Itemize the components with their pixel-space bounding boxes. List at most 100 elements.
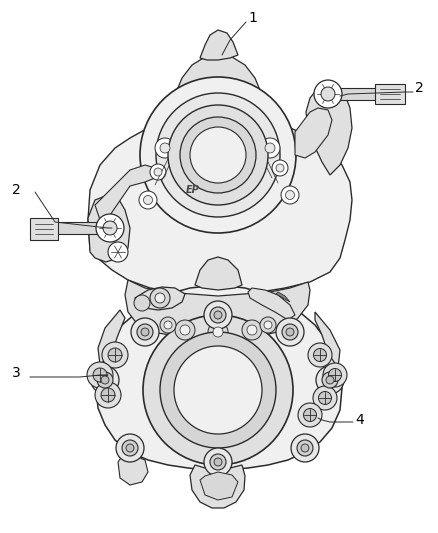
- Circle shape: [150, 288, 170, 308]
- Polygon shape: [88, 115, 352, 296]
- Circle shape: [175, 320, 195, 340]
- Circle shape: [264, 321, 272, 329]
- Circle shape: [144, 196, 152, 205]
- Circle shape: [160, 317, 176, 333]
- Circle shape: [180, 117, 256, 193]
- Circle shape: [164, 321, 172, 329]
- Circle shape: [304, 408, 317, 422]
- Circle shape: [214, 311, 222, 319]
- Circle shape: [326, 376, 334, 384]
- Circle shape: [291, 434, 319, 462]
- Circle shape: [140, 77, 296, 233]
- Polygon shape: [170, 55, 268, 118]
- Circle shape: [260, 317, 276, 333]
- Polygon shape: [135, 287, 185, 310]
- Text: 1: 1: [248, 11, 257, 25]
- Text: EP: EP: [186, 185, 200, 195]
- Circle shape: [143, 315, 293, 465]
- Circle shape: [160, 143, 170, 153]
- Circle shape: [168, 105, 268, 205]
- Polygon shape: [190, 465, 245, 508]
- Circle shape: [156, 93, 280, 217]
- Polygon shape: [295, 108, 332, 158]
- Circle shape: [322, 372, 338, 388]
- Circle shape: [328, 368, 342, 382]
- Circle shape: [122, 440, 138, 456]
- Circle shape: [276, 318, 304, 346]
- Circle shape: [232, 124, 248, 140]
- Circle shape: [155, 138, 175, 158]
- Circle shape: [126, 444, 134, 452]
- Circle shape: [191, 131, 199, 139]
- Circle shape: [286, 190, 294, 199]
- Circle shape: [308, 343, 332, 367]
- Circle shape: [108, 348, 122, 362]
- Circle shape: [190, 127, 246, 183]
- Circle shape: [260, 138, 280, 158]
- Circle shape: [108, 242, 128, 262]
- Circle shape: [301, 444, 309, 452]
- Circle shape: [180, 325, 190, 335]
- Circle shape: [213, 327, 223, 337]
- Circle shape: [97, 372, 113, 388]
- Polygon shape: [88, 195, 130, 262]
- Polygon shape: [95, 165, 155, 220]
- Circle shape: [321, 87, 335, 101]
- Polygon shape: [30, 218, 58, 240]
- Circle shape: [318, 392, 332, 405]
- Circle shape: [208, 322, 228, 342]
- Polygon shape: [276, 292, 290, 302]
- Circle shape: [137, 324, 153, 340]
- Circle shape: [103, 221, 117, 235]
- Circle shape: [236, 128, 244, 136]
- Circle shape: [160, 332, 276, 448]
- Circle shape: [272, 160, 288, 176]
- Circle shape: [139, 191, 157, 209]
- Circle shape: [297, 440, 313, 456]
- Circle shape: [155, 293, 165, 303]
- Circle shape: [204, 448, 232, 476]
- Circle shape: [141, 328, 149, 336]
- Text: 3: 3: [12, 366, 21, 380]
- Circle shape: [265, 143, 275, 153]
- Circle shape: [323, 363, 347, 387]
- Polygon shape: [306, 85, 352, 175]
- Circle shape: [204, 301, 232, 329]
- Polygon shape: [195, 257, 242, 290]
- Circle shape: [116, 434, 144, 462]
- Polygon shape: [200, 472, 238, 500]
- Circle shape: [316, 366, 344, 394]
- Circle shape: [150, 164, 166, 180]
- Circle shape: [314, 349, 326, 361]
- Circle shape: [154, 168, 162, 176]
- Circle shape: [101, 388, 115, 402]
- Circle shape: [210, 307, 226, 323]
- Circle shape: [131, 318, 159, 346]
- Circle shape: [134, 295, 150, 311]
- Circle shape: [276, 164, 284, 172]
- Text: 2: 2: [415, 81, 424, 95]
- Circle shape: [101, 376, 109, 384]
- Circle shape: [281, 186, 299, 204]
- Circle shape: [298, 403, 322, 427]
- Circle shape: [96, 214, 124, 242]
- Polygon shape: [200, 30, 238, 60]
- Circle shape: [313, 386, 337, 410]
- Polygon shape: [118, 452, 148, 485]
- Circle shape: [102, 342, 128, 368]
- Text: 2: 2: [12, 183, 21, 197]
- Circle shape: [174, 346, 262, 434]
- Circle shape: [95, 382, 121, 408]
- Polygon shape: [315, 312, 340, 368]
- Circle shape: [187, 127, 203, 143]
- Polygon shape: [96, 285, 342, 471]
- Circle shape: [214, 458, 222, 466]
- Circle shape: [91, 366, 119, 394]
- Circle shape: [93, 368, 107, 382]
- Circle shape: [87, 362, 113, 388]
- Circle shape: [314, 80, 342, 108]
- Circle shape: [210, 454, 226, 470]
- Text: 4: 4: [355, 413, 364, 427]
- Polygon shape: [248, 288, 295, 320]
- Circle shape: [247, 325, 257, 335]
